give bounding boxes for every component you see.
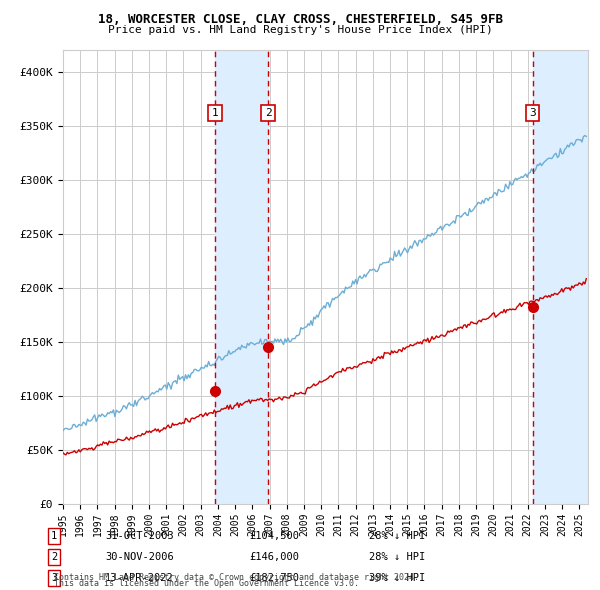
Bar	[533, 50, 588, 504]
Text: 3: 3	[51, 573, 57, 583]
Text: £146,000: £146,000	[249, 552, 299, 562]
Text: 28% ↓ HPI: 28% ↓ HPI	[369, 531, 425, 540]
Text: 1: 1	[212, 108, 218, 118]
Text: 1: 1	[51, 531, 57, 540]
Text: £182,750: £182,750	[249, 573, 299, 583]
Text: £104,500: £104,500	[249, 531, 299, 540]
Text: Price paid vs. HM Land Registry's House Price Index (HPI): Price paid vs. HM Land Registry's House …	[107, 25, 493, 35]
Text: Contains HM Land Registry data © Crown copyright and database right 2024.: Contains HM Land Registry data © Crown c…	[54, 573, 419, 582]
Text: 31-OCT-2003: 31-OCT-2003	[105, 531, 174, 540]
Text: 30-NOV-2006: 30-NOV-2006	[105, 552, 174, 562]
Text: 2: 2	[51, 552, 57, 562]
Text: 18, WORCESTER CLOSE, CLAY CROSS, CHESTERFIELD, S45 9FB: 18, WORCESTER CLOSE, CLAY CROSS, CHESTER…	[97, 13, 503, 26]
Text: 2: 2	[265, 108, 272, 118]
Text: 13-APR-2022: 13-APR-2022	[105, 573, 174, 583]
Text: 39% ↓ HPI: 39% ↓ HPI	[369, 573, 425, 583]
Text: 3: 3	[529, 108, 536, 118]
Text: 28% ↓ HPI: 28% ↓ HPI	[369, 552, 425, 562]
Text: This data is licensed under the Open Government Licence v3.0.: This data is licensed under the Open Gov…	[54, 579, 359, 588]
Bar	[215, 50, 268, 504]
